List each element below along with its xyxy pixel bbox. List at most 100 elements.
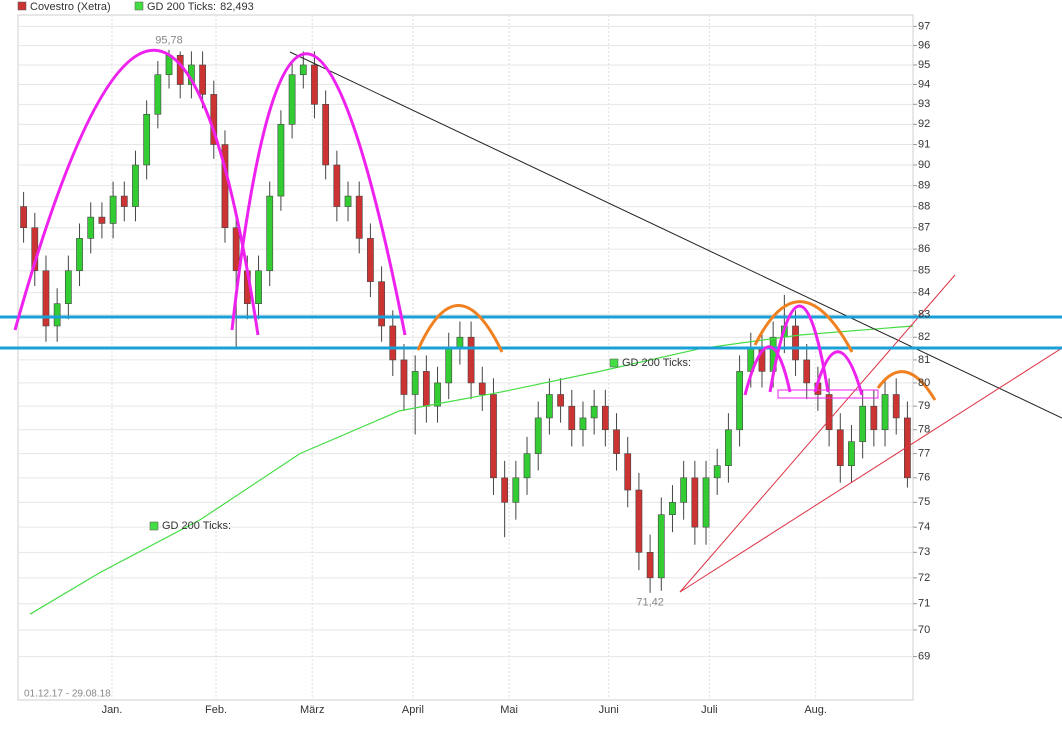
candle-body [579,417,587,431]
candle-body [725,429,732,466]
annotation-label: 95,78 [155,35,183,47]
candle-body [881,394,889,431]
candle-body [333,164,341,207]
candle-body [803,359,811,384]
y-tick-label: 96 [918,39,930,51]
y-tick-label: 87 [918,222,930,234]
candle-body [232,227,240,272]
candle-body [199,64,206,95]
candle-body [568,405,576,431]
arc [416,304,504,353]
candle-body [120,195,128,207]
y-tick-label: 92 [918,118,930,130]
candle-body [546,394,553,419]
x-tick-label: Jan. [102,704,123,716]
candle-body [266,195,274,272]
candle-body [255,270,262,304]
gd-label: GD 200 Ticks: [162,520,231,532]
y-tick-label: 78 [918,424,930,436]
y-tick-label: 75 [918,496,930,508]
candle-body [434,382,441,407]
candle-body [87,216,95,239]
candle-body [378,281,385,327]
y-tick-label: 71 [918,598,930,610]
candle-body [154,74,162,115]
candle-body [792,325,799,361]
candle-body [322,104,330,166]
arc [230,52,407,336]
y-tick-label: 82 [918,331,930,343]
candle-body [389,325,397,361]
y-tick-label: 84 [918,287,930,299]
candle-body [669,502,676,515]
candle-body [367,238,374,282]
candle-body [143,113,151,166]
candle-body [221,144,229,229]
candle-body [590,405,598,419]
candle-body [904,417,911,479]
x-tick-label: Juli [701,704,718,716]
candle-body [109,195,117,224]
candle-body [411,371,419,395]
y-tick-label: 93 [918,98,930,110]
y-tick-label: 80 [918,377,930,389]
candle-body [892,394,900,419]
legend-value: 82,493 [220,1,254,13]
arc [13,48,260,336]
candle-body [490,394,497,479]
x-tick-label: April [402,704,424,716]
candle-body [825,394,833,431]
candle-body [624,453,632,491]
y-tick-label: 69 [918,650,930,662]
y-tick-label: 72 [918,572,930,584]
candle-body [691,477,699,528]
candle-body [355,195,363,239]
candle-body [557,394,564,407]
candle-body [299,64,307,76]
legend-swatch [134,1,144,11]
candle-body [422,371,430,407]
candle-body [76,238,83,272]
candle-body [680,477,688,503]
arc [813,350,864,396]
arc [768,304,830,393]
y-tick-label: 89 [918,180,930,192]
candle-body [344,195,352,207]
drawings [0,48,1062,593]
y-tick-label: 85 [918,265,930,277]
candle-body [165,54,173,76]
trend-line [289,51,1062,419]
label-swatch [149,521,159,531]
grid [18,15,917,700]
candle-body [98,216,106,224]
candle-body [613,429,620,454]
y-tick-label: 90 [918,159,930,171]
trend-line [679,347,1062,593]
x-tick-label: Feb. [205,704,227,716]
candle-body [478,382,486,395]
candle-body [445,348,453,384]
candle-body [501,477,509,503]
candle-body [20,206,27,229]
candle-body [646,552,654,579]
y-tick-label: 76 [918,472,930,484]
marks [20,49,914,615]
candle-body [132,164,139,207]
labels: 69 70 71 72 73 74 75 76 77 78 79 80 81 82 83 84 85 86 87 88… [17,1,930,716]
arc [743,345,792,396]
moving-average-line [29,325,914,615]
y-tick-label: 73 [918,546,930,558]
date-range: 01.12.17 - 29.08.18 [24,689,111,700]
legend-label: Covestro (Xetra) [30,1,111,13]
legend-swatch [17,1,27,11]
arc [753,300,854,353]
candle-body [870,405,878,431]
y-tick-label: 83 [918,309,930,321]
candle-body [657,514,665,579]
box [777,389,879,399]
label-swatch [609,358,619,368]
y-tick-label: 97 [918,20,930,32]
candle-body [736,371,743,431]
gd-label: GD 200 Ticks: [622,357,691,369]
